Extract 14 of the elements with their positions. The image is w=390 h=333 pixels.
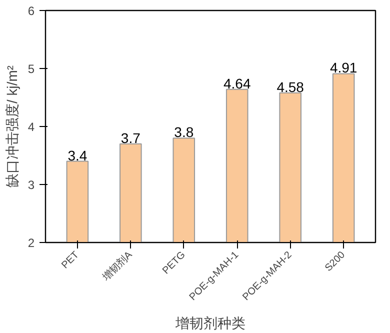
- x-tick-label: 增韧剂A: [99, 248, 135, 284]
- data-label: 4.64: [223, 75, 251, 92]
- data-label: 4.58: [276, 78, 304, 95]
- data-label: 3.4: [68, 147, 88, 164]
- y-tick-label: 2: [28, 236, 35, 250]
- y-tick-label: 5: [28, 62, 35, 76]
- data-label: 3.7: [120, 130, 141, 146]
- y-tick-label: 3: [28, 178, 35, 192]
- y-tick-label: 4: [28, 120, 35, 134]
- y-tick-label: 6: [28, 4, 35, 18]
- y-axis-title: 缺口冲击强度/ kj/m²: [4, 65, 20, 188]
- data-label: 4.91: [330, 60, 358, 76]
- x-axis-title: 增韧剂种类: [174, 314, 246, 331]
- data-label: 3.8: [174, 124, 194, 140]
